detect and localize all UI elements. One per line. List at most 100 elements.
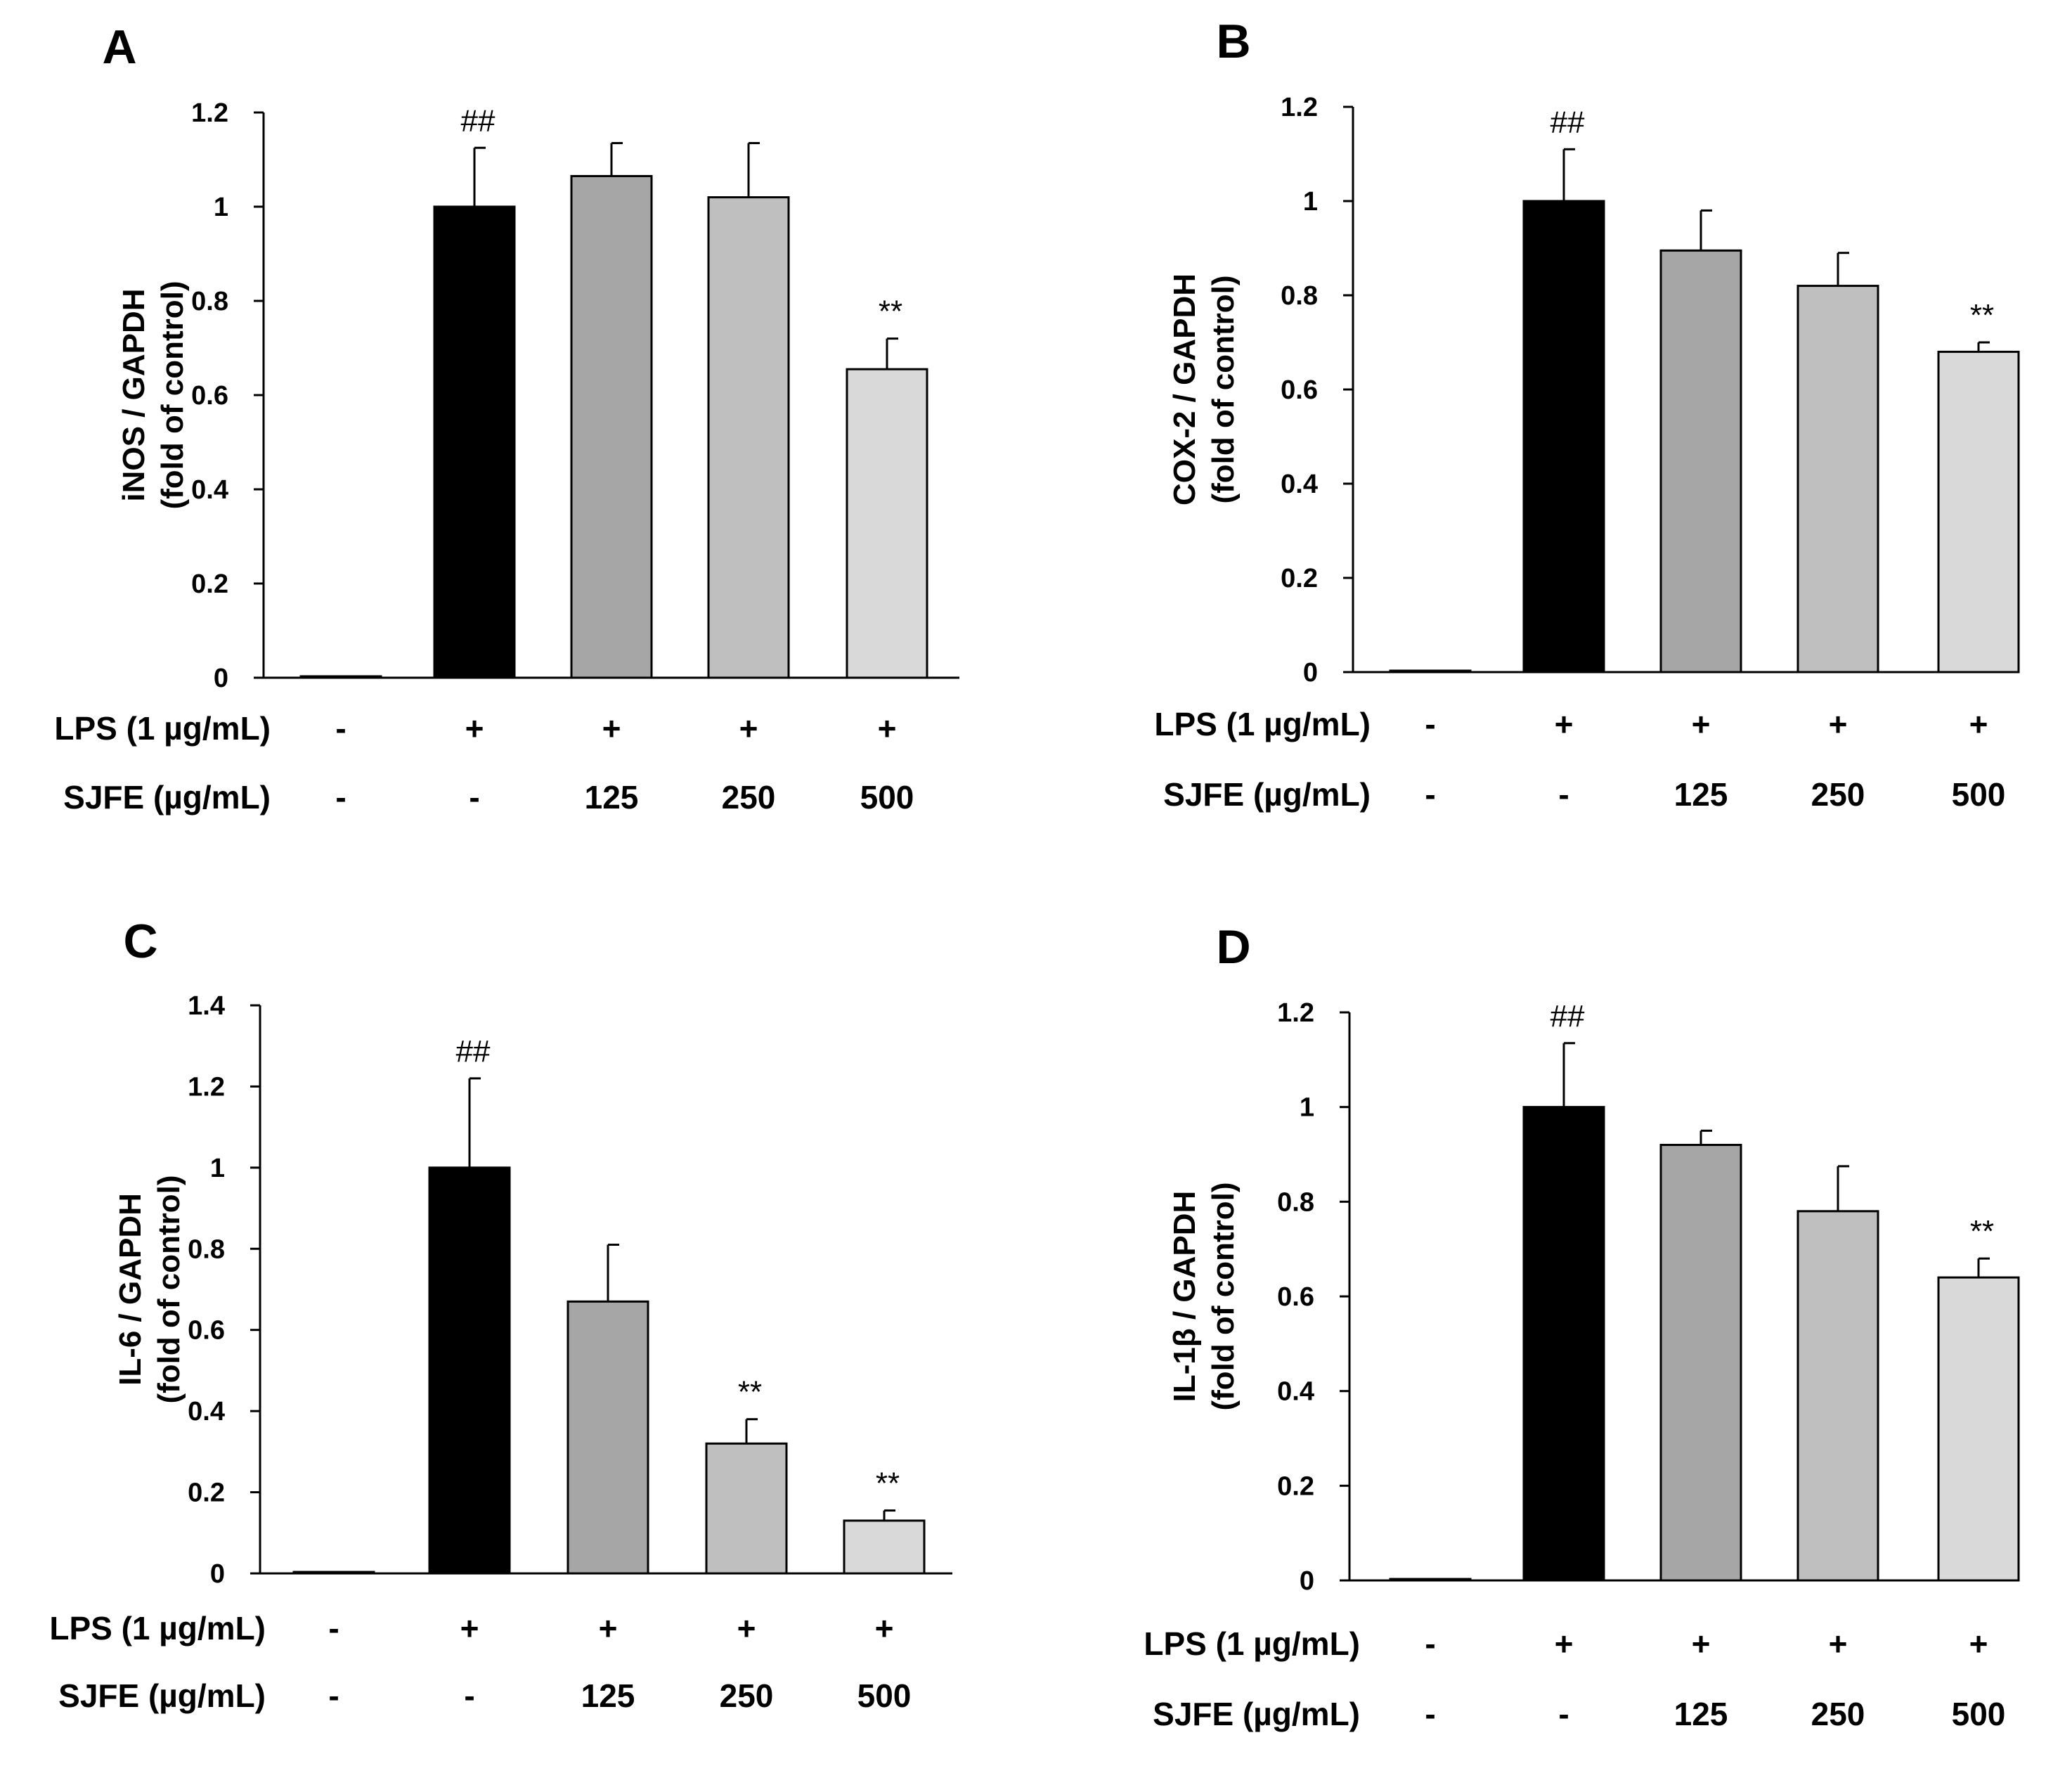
panel-a-sjfe-value: - [469,779,479,816]
panel-a-lps-label: LPS (1 µg/mL) [54,710,271,747]
panel-d-sjfe-value: 125 [1674,1696,1728,1732]
panel-b-letter: B [1216,15,1250,68]
panel-d-sjfe-value: - [1558,1696,1569,1732]
panel-d-sjfe-value: 500 [1952,1696,2006,1732]
panel-b-sjfe-value: - [1425,776,1435,813]
panel-c-ytick-label: 1.2 [188,1072,225,1102]
panel-a-sjfe-value: - [335,779,346,816]
panel-c-chart: C IL-6 / GAPDH (fold of control) 0 0.2 0.4 0.6… [49,915,952,1714]
panel-d-ylabel: IL-1β / GAPDH [1167,1191,1202,1403]
panel-b-sjfe-label: SJFE (µg/mL) [1163,776,1371,813]
panel-b-ytick-label: 0.4 [1281,470,1318,499]
panel-a-lps-value: + [739,710,758,747]
panel-d-ytick-label: 0.4 [1277,1377,1314,1407]
panel-b-bar [1937,350,2020,674]
panel-d-ytick-label: 1.2 [1277,998,1314,1028]
panel-c-ytick-label: 1 [210,1154,225,1183]
panel-c-bar [292,1571,375,1575]
panel-a-ytick-label: 0.6 [191,381,228,411]
panel-d-lps-value: + [1969,1625,1988,1662]
panel-a-bar [299,675,382,679]
panel-a-significance-mark: ** [879,295,902,329]
panel-a-ytick-label: 0.8 [191,287,228,316]
panel-b-bar [1659,249,1742,674]
panel-c-bar [843,1519,926,1575]
panel-c-ytick-label: 0.2 [188,1478,225,1508]
panel-b-sjfe-value: - [1558,776,1569,813]
panel-b-ytick-label: 0.6 [1281,375,1318,405]
panel-d-lps-value: + [1829,1625,1848,1662]
panel-c-sjfe-value: - [328,1677,339,1714]
panel-c-significance-mark: ## [456,1034,491,1069]
panel-d-sjfe-value: 250 [1811,1696,1865,1732]
panel-a-bar [707,196,790,679]
panel-b-ytick-label: 0.2 [1281,564,1318,593]
panel-a-sjfe-label: SJFE (µg/mL) [63,779,271,816]
panel-b-lps-value: - [1425,706,1435,742]
panel-b-lps-label: LPS (1 µg/mL) [1154,706,1371,742]
panel-a-significance-mark: ## [461,103,496,138]
panel-c-lps-value: + [460,1610,479,1647]
panel-c-lps-value: + [737,1610,756,1647]
panel-a-lps-value: + [465,710,484,747]
panel-a-ytick-label: 0.4 [191,475,228,505]
panel-b-ytick-label: 0.8 [1281,281,1318,311]
panel-a-ylabel: iNOS / GAPDH [117,288,151,501]
panel-a-letter: A [102,20,136,74]
panel-b-ytick-label: 1.2 [1281,93,1318,122]
panel-a-ylabel-sub: (fold of control) [155,281,190,509]
panel-d-bar [1937,1276,2020,1582]
panel-b-bar [1796,285,1879,674]
panel-b-lps-value: + [1692,706,1711,742]
panel-d-lps-value: + [1555,1625,1574,1662]
panel-d-bar [1389,1578,1472,1582]
panel-c-lps-label: LPS (1 µg/mL) [49,1610,266,1647]
panel-b-lps-value: + [1829,706,1848,742]
panel-c-sjfe-value: 125 [581,1677,635,1714]
panel-c-sjfe-label: SJFE (µg/mL) [58,1677,266,1714]
panel-c-letter: C [123,915,157,968]
panel-a-sjfe-value: 125 [585,779,639,816]
panel-a-lps-value: + [878,710,897,747]
panel-c-lps-value: + [875,1610,894,1647]
panel-a-ytick-label: 0 [214,664,228,693]
panel-d-ytick-label: 1 [1300,1093,1314,1123]
panel-c-bar [566,1300,649,1575]
panel-a-lps-value: + [602,710,621,747]
panel-d-ylabel-sub: (fold of control) [1206,1182,1241,1410]
panel-b-ylabel-sub: (fold of control) [1206,275,1241,503]
panel-d-lps-value: - [1425,1625,1435,1662]
panel-d-sjfe-value: - [1425,1696,1435,1732]
panel-b-bar [1389,669,1472,674]
panel-b-sjfe-value: 500 [1952,776,2006,813]
panel-d-lps-value: + [1692,1625,1711,1662]
panel-a-ytick-label: 1 [214,193,228,222]
panel-b-bar [1522,200,1605,674]
panel-b-significance-mark: ## [1550,105,1585,139]
panel-c-bar [428,1166,511,1575]
panel-a-sjfe-value: 250 [722,779,776,816]
panel-c-ytick-label: 0.4 [188,1397,225,1426]
panel-d-lps-label: LPS (1 µg/mL) [1144,1625,1360,1662]
panel-a-lps-value: - [335,710,346,747]
panel-d-sjfe-label: SJFE (µg/mL) [1153,1696,1360,1732]
panel-c-sjfe-value: - [464,1677,474,1714]
panel-b-lps-value: + [1969,706,1988,742]
panel-a-ytick-label: 0.2 [191,569,228,599]
panel-d-ytick-label: 0.6 [1277,1282,1314,1312]
panel-b-sjfe-value: 250 [1811,776,1865,813]
panel-d-bar [1522,1106,1605,1582]
panel-a-ytick-label: 1.2 [191,98,228,128]
panel-d-ytick-label: 0 [1300,1566,1314,1596]
panel-c-sjfe-value: 250 [720,1677,774,1714]
panel-b-ylabel: COX-2 / GAPDH [1167,273,1202,505]
panel-c-ylabel: IL-6 / GAPDH [113,1193,148,1386]
panel-a-sjfe-value: 500 [860,779,914,816]
panel-a-bar [433,205,516,679]
panel-c-lps-value: - [328,1610,339,1647]
panel-c-lps-value: + [599,1610,618,1647]
panel-d-ytick-label: 0.8 [1277,1187,1314,1217]
panel-b-ytick-label: 1 [1303,187,1318,217]
